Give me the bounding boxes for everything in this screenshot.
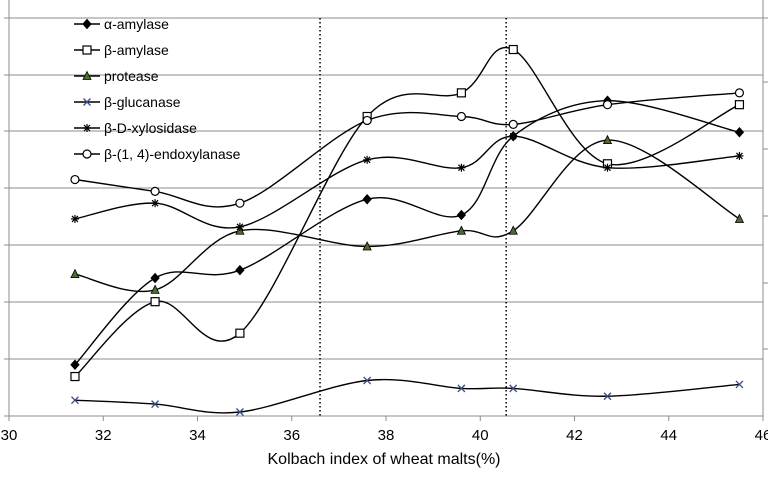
x-tick-label: 32 bbox=[95, 427, 112, 444]
legend: α-amylase β-amylase protease β-glucanase β-D… bbox=[74, 16, 241, 162]
x-tick-label: 46 bbox=[755, 427, 768, 444]
axes bbox=[4, 0, 768, 421]
legend-label: protease bbox=[104, 68, 159, 84]
marker-stroke bbox=[71, 396, 79, 405]
data-point bbox=[734, 100, 745, 110]
x-tick-label: 44 bbox=[660, 427, 677, 444]
data-point bbox=[235, 328, 245, 338]
legend-label: β-amylase bbox=[104, 42, 169, 58]
marker-stroke bbox=[363, 376, 372, 385]
data-point bbox=[150, 284, 160, 294]
data-point bbox=[71, 396, 79, 405]
legend-marker bbox=[83, 98, 91, 106]
data-point bbox=[602, 100, 613, 110]
data-point bbox=[235, 264, 245, 276]
legend-item: β-amylase bbox=[74, 42, 169, 58]
legend-label: β-D-xylosidase bbox=[104, 120, 197, 136]
series-1 bbox=[70, 95, 745, 370]
data-point bbox=[235, 198, 245, 208]
x-tick-label: 36 bbox=[283, 427, 300, 444]
data-point bbox=[235, 408, 244, 416]
data-point bbox=[151, 199, 160, 208]
data-point bbox=[150, 272, 160, 284]
x-tick-label: 38 bbox=[378, 427, 395, 444]
data-point bbox=[150, 186, 160, 196]
series-5 bbox=[70, 132, 744, 231]
data-point bbox=[70, 214, 79, 223]
series-4 bbox=[71, 376, 744, 416]
legend-item: β-(1, 4)-endoxylanase bbox=[74, 146, 241, 162]
series-line bbox=[74, 46, 740, 378]
data-point bbox=[509, 384, 518, 393]
data-point bbox=[457, 384, 466, 393]
legend-label: β-glucanase bbox=[104, 94, 181, 110]
data-point bbox=[457, 163, 466, 172]
x-axis-title: Kolbach index of wheat malts(%) bbox=[268, 451, 501, 468]
marker-stroke bbox=[457, 384, 466, 393]
x-tick-label: 42 bbox=[566, 427, 583, 444]
legend-marker bbox=[82, 45, 92, 55]
data-point bbox=[734, 213, 745, 223]
legend-item: α-amylase bbox=[74, 16, 169, 32]
marker-stroke bbox=[603, 392, 612, 401]
data-point bbox=[456, 111, 466, 122]
data-point bbox=[456, 88, 466, 98]
data-point bbox=[363, 155, 372, 164]
marker-stroke bbox=[151, 400, 160, 409]
data-point bbox=[735, 380, 744, 389]
marker-stroke bbox=[735, 380, 744, 389]
x-tick-label: 34 bbox=[189, 427, 206, 444]
legend-marker bbox=[82, 149, 92, 159]
data-point bbox=[70, 174, 80, 185]
data-point bbox=[456, 209, 467, 221]
data-point bbox=[508, 119, 518, 129]
series-6 bbox=[70, 88, 745, 208]
data-point bbox=[151, 400, 160, 409]
data-point bbox=[362, 193, 372, 205]
data-point bbox=[363, 376, 372, 385]
marker-stroke bbox=[235, 408, 244, 416]
x-tick-labels: 30 32 34 36 38 40 42 44 46 bbox=[1, 427, 768, 444]
x-tick-label: 30 bbox=[1, 427, 18, 444]
data-point bbox=[362, 115, 372, 126]
data-point bbox=[603, 163, 612, 172]
series-group bbox=[70, 44, 745, 416]
data-point bbox=[734, 127, 745, 138]
data-point bbox=[509, 132, 518, 141]
legend-label: β-(1, 4)-endoxylanase bbox=[104, 146, 241, 162]
marker-stroke bbox=[509, 384, 518, 393]
data-point bbox=[150, 297, 160, 307]
series-line bbox=[74, 139, 740, 292]
series-line bbox=[74, 378, 740, 414]
data-point bbox=[735, 151, 744, 160]
legend-marker bbox=[83, 124, 91, 132]
legend-label: α-amylase bbox=[104, 16, 169, 32]
data-point bbox=[70, 371, 80, 382]
x-tick-label: 40 bbox=[472, 427, 489, 444]
legend-marker bbox=[82, 18, 92, 30]
data-point bbox=[235, 222, 244, 231]
data-point bbox=[602, 134, 613, 145]
data-point bbox=[362, 241, 372, 251]
legend-item: β-glucanase bbox=[74, 94, 181, 110]
series-line bbox=[74, 99, 740, 366]
data-point bbox=[508, 44, 518, 55]
marker-stroke bbox=[83, 98, 91, 106]
series-3 bbox=[70, 134, 745, 294]
legend-item: protease bbox=[74, 68, 159, 84]
legend-item: β-D-xylosidase bbox=[74, 120, 197, 136]
data-point bbox=[70, 268, 80, 279]
data-point bbox=[603, 392, 612, 401]
legend-marker bbox=[82, 70, 92, 80]
data-point bbox=[508, 225, 518, 235]
data-point bbox=[456, 225, 467, 235]
data-point bbox=[70, 359, 80, 370]
data-point bbox=[734, 88, 745, 98]
